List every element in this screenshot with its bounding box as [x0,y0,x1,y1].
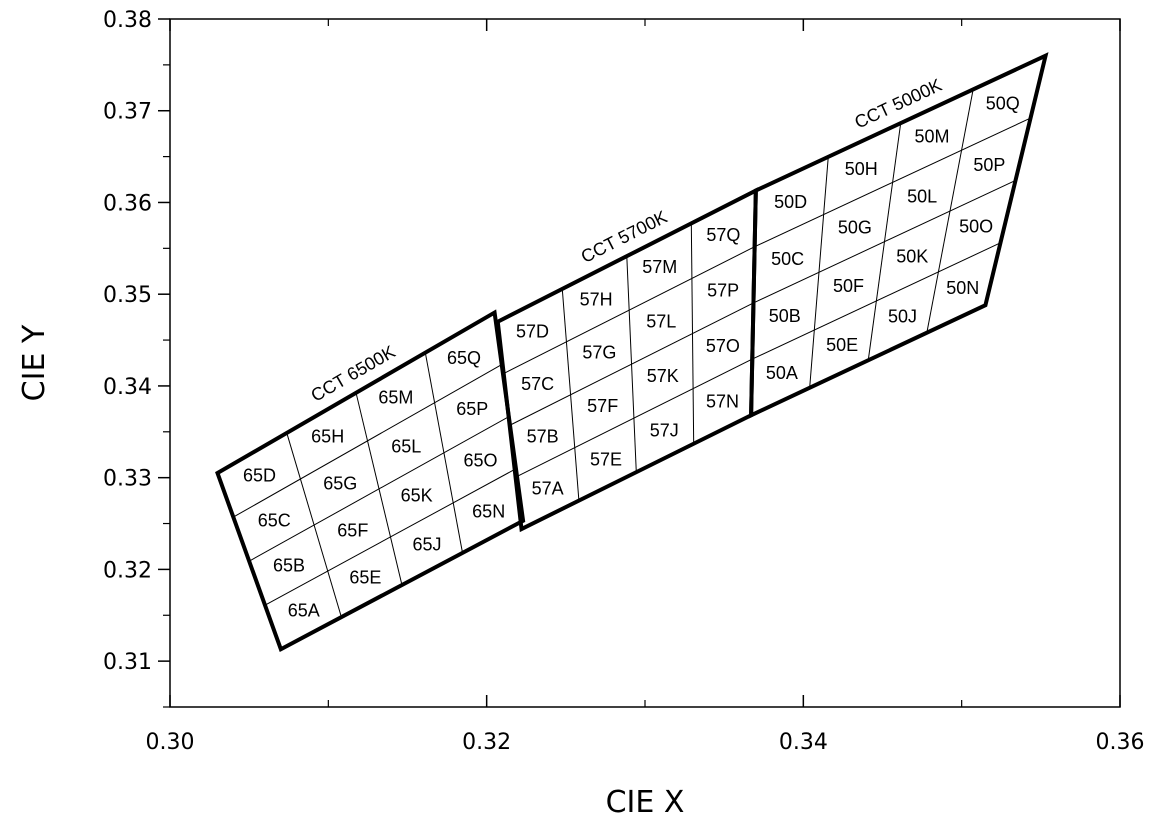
bin-divider [264,468,517,606]
bin-labels: 65A 65E 65J 65N 65B 65F 65K 65O 65C 65G 65L 65P 65D 6… [243,93,1020,620]
axis-ticks [158,18,1121,708]
y-tick-label: 0.36 [103,191,152,216]
bin-divider [752,242,1001,360]
bin-grids [215,52,1049,653]
y-tick-labels: 0.31 0.32 0.33 0.34 0.35 0.36 0.37 0.38 [103,8,152,675]
bin-label: 57Q [706,225,740,245]
bin-label: 57D [516,322,549,342]
bin-label: 57J [650,421,679,441]
bin-label: 57P [707,280,739,300]
bin-label: 50C [771,249,804,269]
bin-group [749,52,1049,419]
bin-label: 57C [521,374,554,394]
bin-label: 50D [774,192,807,212]
bin-label: 65Q [447,348,481,368]
bin-label: 50G [838,218,872,238]
bin-label: 65G [323,473,357,493]
bin-label: 65E [349,568,381,588]
bin-label: 57L [646,312,676,332]
bin-divider [503,246,755,374]
bin-divider [754,117,1031,248]
bin-label: 57A [532,479,564,499]
bin-group-outline [215,309,526,653]
y-axis-title: CIE Y [17,324,52,401]
bin-label: 65D [243,466,276,486]
bin-label: 65K [401,485,433,505]
bin-label: 57B [527,426,559,446]
bin-label: 50B [769,306,801,326]
bin-label: 65O [463,450,497,470]
y-tick-label: 0.37 [103,100,152,125]
bin-label: 50Q [986,93,1020,113]
y-tick-label: 0.32 [103,558,152,583]
x-tick-label: 0.34 [779,730,828,755]
bin-label: 57K [647,366,679,386]
bin-group-outline [749,52,1049,419]
bin-label: 50E [826,335,858,355]
bin-label: 65N [472,501,505,521]
bin-divider [233,364,502,518]
y-tick-label: 0.35 [103,283,152,308]
bin-label: 50L [907,186,937,206]
bin-label: 50N [946,278,979,298]
bin-label: 65B [273,556,305,576]
bin-label: 57G [582,343,616,363]
bin-label: 65P [456,399,488,419]
bin-label: 65M [378,387,413,407]
bin-label: 65J [413,534,442,554]
x-tick-label: 0.32 [462,730,511,755]
x-tick-label: 0.36 [1096,730,1145,755]
bin-divider [515,358,753,478]
bin-label: 57M [642,257,677,277]
bin-label: 57F [587,396,618,416]
bin-label: 57H [580,289,613,309]
bin-label: 65F [337,520,368,540]
y-tick-label: 0.33 [103,467,152,492]
bin-label: 50F [833,276,864,296]
bin-label: 65A [288,601,320,621]
bin-label: 50A [766,363,798,383]
bin-label: 57E [590,450,622,470]
bin-label: 50J [888,306,917,326]
bin-label: 65C [258,511,291,531]
x-tick-label: 0.30 [146,730,195,755]
bin-label: 50M [914,126,949,146]
bin-label: 50O [959,217,993,237]
x-tick-labels: 0.30 0.32 0.34 0.36 [146,730,1145,755]
bin-label: 57N [706,392,739,412]
y-tick-label: 0.31 [103,650,152,675]
bin-divider [753,179,1016,304]
bin-label: 50P [973,155,1005,175]
bin-label: 57O [706,336,740,356]
bin-divider [248,416,510,562]
bin-label: 50K [896,246,928,266]
y-tick-label: 0.38 [103,8,152,33]
bin-divider [509,302,754,426]
y-tick-label: 0.34 [103,375,152,400]
x-axis-title: CIE X [606,785,685,820]
bin-label: 65L [391,436,421,456]
bin-label: 65H [311,426,344,446]
bin-label: 50H [845,159,878,179]
bin-group [215,309,526,653]
